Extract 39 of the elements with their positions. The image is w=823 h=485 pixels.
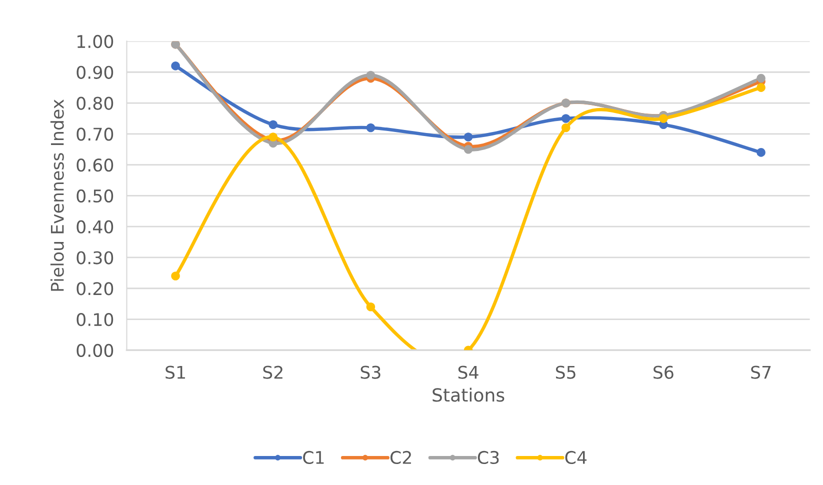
point: [171, 272, 180, 280]
y-tick-label: 0.20: [76, 282, 114, 296]
y-tick-label: 0.70: [76, 128, 114, 141]
point: [366, 70, 376, 80]
point: [561, 123, 570, 132]
x-tick-label: S2: [263, 366, 282, 379]
x-tick-label: S5: [556, 366, 576, 379]
x-tick-label: S3: [360, 366, 380, 379]
x-tick-label: S4: [458, 366, 478, 379]
y-tick-label: 0.40: [76, 220, 114, 234]
point: [464, 144, 473, 154]
point: [561, 114, 570, 123]
x-tick-label: S1: [166, 366, 185, 379]
point: [464, 132, 473, 142]
point: [366, 123, 376, 132]
x-tick-label: S7: [751, 366, 771, 379]
point: [756, 74, 766, 83]
point: [268, 132, 278, 142]
y-tick-label: 0.00: [76, 344, 114, 358]
legend-label: C1: [303, 450, 324, 464]
legend-label: C2: [390, 450, 411, 464]
y-axis-title: Pielou Evenness Index: [50, 99, 64, 291]
y-tick-label: 0.50: [76, 189, 114, 203]
y-tick-label: 0.10: [76, 312, 114, 326]
point: [171, 62, 180, 70]
y-tick-label: 0.80: [76, 96, 114, 110]
point: [756, 83, 766, 92]
x-tick-label: S6: [654, 366, 674, 379]
point: [659, 114, 668, 123]
point: [268, 120, 278, 130]
point: [366, 302, 376, 312]
legend-label: C4: [565, 450, 587, 464]
x-axis-title: Stations: [432, 388, 504, 402]
point: [756, 148, 766, 157]
y-tick-label: 0.30: [76, 251, 114, 264]
y-tick-label: 0.90: [76, 66, 114, 79]
y-tick-label: 1.00: [77, 34, 114, 48]
legend-label: C3: [478, 450, 499, 464]
y-tick-label: 0.60: [76, 158, 114, 172]
